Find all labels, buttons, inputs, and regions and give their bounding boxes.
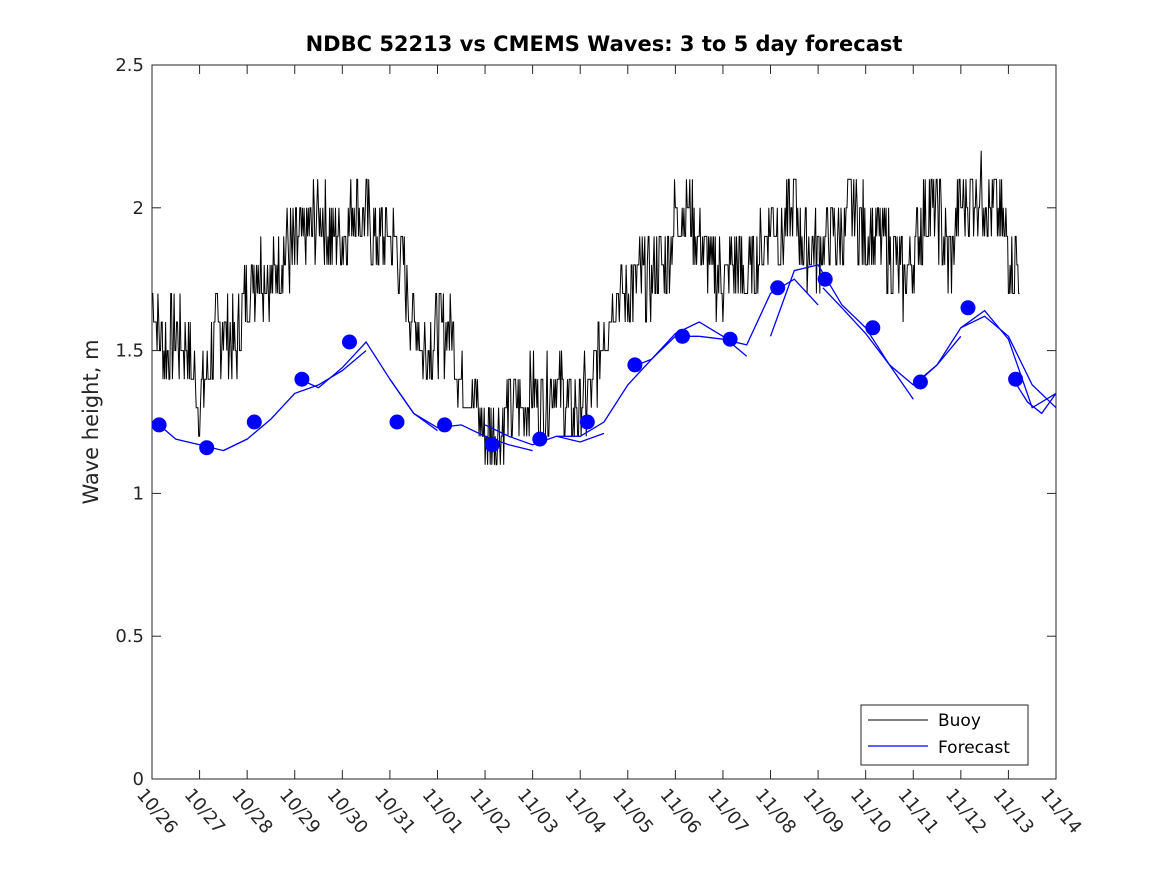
forecast-line <box>699 278 819 346</box>
y-axis-ticks: 0 0.5 1 1.5 2 2.5 <box>115 55 1056 790</box>
y-tick-label: 1 <box>133 483 144 504</box>
legend-forecast-label: Forecast <box>938 738 1010 758</box>
forecast-line <box>389 378 533 452</box>
y-tick-label: 0 <box>133 769 144 790</box>
forecast-marker <box>722 331 738 347</box>
forecast-marker <box>294 371 310 387</box>
forecast-line <box>1012 378 1057 415</box>
legend-box <box>860 704 1029 766</box>
y-tick-label: 0.5 <box>115 626 144 647</box>
chart-title: NDBC 52213 vs CMEMS Waves: 3 to 5 day fo… <box>306 32 903 56</box>
forecast-marker <box>865 320 881 336</box>
y-axis-label: Wave height, m <box>79 339 103 504</box>
forecast-marker <box>960 300 976 316</box>
forecast-marker <box>246 414 262 430</box>
forecast-marker <box>770 280 786 296</box>
legend-buoy-label: Buoy <box>938 711 981 731</box>
forecast-line <box>960 309 1057 409</box>
forecast-marker <box>199 440 215 456</box>
forecast-marker <box>151 417 167 433</box>
forecast-marker <box>627 357 643 373</box>
forecast-marker <box>579 414 595 430</box>
forecast-marker <box>912 374 928 390</box>
y-tick-label: 2.5 <box>115 55 144 76</box>
forecast-marker <box>675 328 690 344</box>
buoy-series <box>152 150 1020 466</box>
forecast-marker <box>437 417 453 433</box>
buoy-line <box>152 150 1020 466</box>
y-tick-label: 1.5 <box>115 341 144 362</box>
forecast-series <box>158 264 1057 452</box>
forecast-line <box>917 315 1057 409</box>
legend: Buoy Forecast <box>860 704 1029 766</box>
forecast-marker <box>342 334 357 350</box>
forecast-marker <box>389 414 405 430</box>
forecast-marker <box>1008 371 1024 387</box>
forecast-marker <box>532 431 548 447</box>
y-tick-label: 2 <box>133 198 144 219</box>
forecast-marker <box>484 437 500 453</box>
forecast-line <box>223 350 367 452</box>
forecast-markers <box>151 271 1024 456</box>
forecast-marker <box>817 271 833 287</box>
